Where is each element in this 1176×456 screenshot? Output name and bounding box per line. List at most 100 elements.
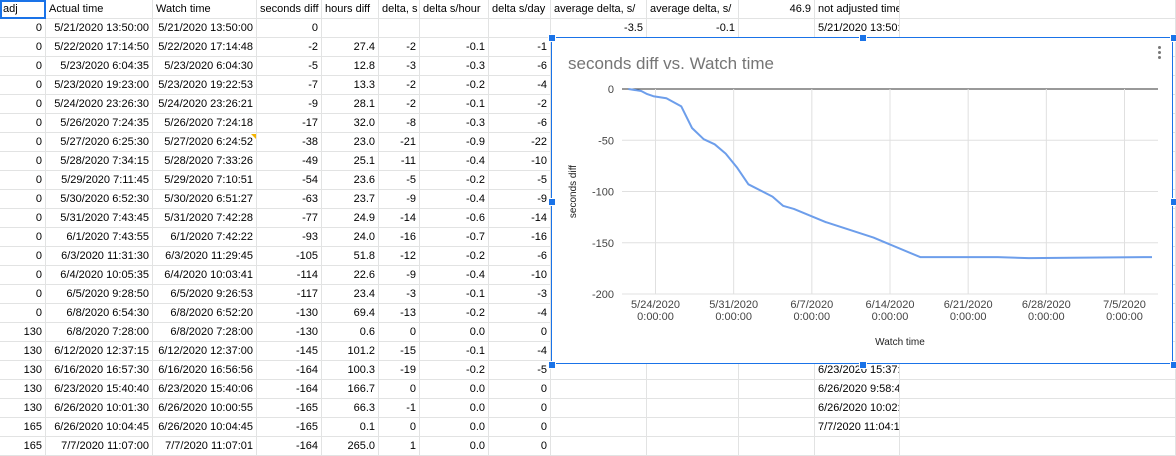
data-cell[interactable]: -21 — [379, 133, 420, 152]
data-cell[interactable]: 0 — [0, 209, 46, 228]
data-cell[interactable]: 0 — [0, 304, 46, 323]
data-cell[interactable]: -0.6 — [420, 209, 489, 228]
data-cell[interactable]: -0.1 — [420, 285, 489, 304]
data-cell[interactable]: 5/24/2020 23:26:30 — [46, 95, 153, 114]
not-adjusted-cell[interactable]: 7/7/2020 11:04:1 — [815, 418, 900, 437]
data-cell[interactable]: -17 — [257, 114, 322, 133]
data-cell[interactable]: 6/3/2020 11:31:30 — [46, 247, 153, 266]
data-cell[interactable]: 66.3 — [322, 399, 379, 418]
data-cell[interactable]: 5/28/2020 7:34:15 — [46, 152, 153, 171]
data-cell[interactable] — [489, 19, 551, 38]
data-cell[interactable]: -2 — [257, 38, 322, 57]
data-cell[interactable]: 27.4 — [322, 38, 379, 57]
data-cell[interactable]: -6 — [489, 57, 551, 76]
data-cell[interactable]: -0.4 — [420, 190, 489, 209]
empty-cell[interactable] — [739, 399, 815, 418]
header-cell[interactable]: adj — [0, 0, 46, 19]
data-cell[interactable]: -2 — [379, 95, 420, 114]
data-cell[interactable]: 6/23/2020 15:40:06 — [153, 380, 257, 399]
data-cell[interactable]: 0 — [0, 133, 46, 152]
empty-cell[interactable] — [647, 380, 739, 399]
data-cell[interactable]: 5/21/2020 13:50:00 — [153, 19, 257, 38]
header-cell[interactable]: Actual time — [46, 0, 153, 19]
data-cell[interactable]: 0 — [489, 323, 551, 342]
data-cell[interactable]: -164 — [257, 361, 322, 380]
data-cell[interactable]: 24.0 — [322, 228, 379, 247]
data-cell[interactable]: -93 — [257, 228, 322, 247]
resize-handle[interactable] — [1170, 197, 1176, 206]
data-cell[interactable]: 0 — [0, 152, 46, 171]
resize-handle[interactable] — [548, 361, 556, 369]
data-cell[interactable]: -0.7 — [420, 228, 489, 247]
data-cell[interactable]: -13 — [379, 304, 420, 323]
data-cell[interactable]: 5/30/2020 6:52:30 — [46, 190, 153, 209]
empty-cell[interactable] — [739, 418, 815, 437]
data-cell[interactable]: 12.8 — [322, 57, 379, 76]
header-cell[interactable]: average delta, s/ — [647, 0, 739, 19]
data-cell[interactable]: 0 — [0, 171, 46, 190]
data-cell[interactable]: -3 — [379, 57, 420, 76]
data-cell[interactable]: -9 — [257, 95, 322, 114]
data-cell[interactable]: 5/24/2020 23:26:21 — [153, 95, 257, 114]
data-cell[interactable]: 6/5/2020 9:28:50 — [46, 285, 153, 304]
resize-handle[interactable] — [1170, 34, 1176, 42]
header-cell[interactable]: seconds diff — [257, 0, 322, 19]
data-cell[interactable]: 0.0 — [420, 437, 489, 456]
data-cell[interactable]: 23.6 — [322, 171, 379, 190]
resize-handle[interactable] — [1170, 361, 1176, 369]
data-cell[interactable]: 130 — [0, 361, 46, 380]
data-cell[interactable]: 0 — [489, 437, 551, 456]
data-cell[interactable]: -3 — [489, 285, 551, 304]
data-cell[interactable]: 13.3 — [322, 76, 379, 95]
data-cell[interactable]: 6/8/2020 6:52:20 — [153, 304, 257, 323]
data-cell[interactable]: -22 — [489, 133, 551, 152]
data-cell[interactable]: -49 — [257, 152, 322, 171]
data-cell[interactable]: -14 — [489, 209, 551, 228]
data-cell[interactable]: -5 — [489, 171, 551, 190]
data-cell[interactable]: -165 — [257, 418, 322, 437]
data-cell[interactable]: 6/4/2020 10:05:35 — [46, 266, 153, 285]
data-cell[interactable]: -0.1 — [420, 342, 489, 361]
data-cell[interactable]: 0 — [0, 285, 46, 304]
data-cell[interactable]: 0.1 — [322, 418, 379, 437]
header-cell[interactable]: average delta, s/ — [551, 0, 647, 19]
data-cell[interactable]: 23.4 — [322, 285, 379, 304]
data-cell[interactable]: -7 — [257, 76, 322, 95]
header-cell[interactable]: hours diff — [322, 0, 379, 19]
data-cell[interactable]: -0.4 — [420, 152, 489, 171]
data-cell[interactable]: 0 — [0, 19, 46, 38]
data-cell[interactable]: -164 — [257, 437, 322, 456]
data-cell[interactable]: 0 — [489, 399, 551, 418]
data-cell[interactable]: -114 — [257, 266, 322, 285]
data-cell[interactable]: 25.1 — [322, 152, 379, 171]
empty-cell[interactable] — [647, 418, 739, 437]
data-cell[interactable]: 6/26/2020 10:00:55 — [153, 399, 257, 418]
data-cell[interactable]: 0 — [379, 380, 420, 399]
empty-cell[interactable] — [900, 19, 1176, 38]
empty-cell[interactable] — [551, 361, 647, 380]
data-cell[interactable]: 6/8/2020 7:28:00 — [46, 323, 153, 342]
line-chart[interactable]: seconds diff vs. Watch time 0 -50 -100 -150 -… — [548, 34, 1176, 369]
data-cell[interactable]: -130 — [257, 304, 322, 323]
empty-cell[interactable] — [739, 380, 815, 399]
data-cell[interactable]: 5/22/2020 17:14:48 — [153, 38, 257, 57]
average-value-cell[interactable]: -3.5 — [551, 19, 647, 38]
data-cell[interactable]: -3 — [379, 285, 420, 304]
data-cell[interactable]: 0 — [379, 418, 420, 437]
data-cell[interactable]: 6/8/2020 7:28:00 — [153, 323, 257, 342]
data-cell[interactable]: 5/27/2020 6:25:30 — [46, 133, 153, 152]
data-cell[interactable]: 6/5/2020 9:26:53 — [153, 285, 257, 304]
data-cell[interactable]: -0.1 — [420, 38, 489, 57]
data-cell[interactable]: 0 — [0, 247, 46, 266]
data-cell[interactable]: 6/8/2020 6:54:30 — [46, 304, 153, 323]
data-cell[interactable]: -0.1 — [420, 95, 489, 114]
data-cell[interactable] — [379, 19, 420, 38]
data-cell[interactable]: 5/26/2020 7:24:35 — [46, 114, 153, 133]
data-cell[interactable]: 0.6 — [322, 323, 379, 342]
data-cell[interactable]: -4 — [489, 342, 551, 361]
data-cell[interactable]: 5/23/2020 19:22:53 — [153, 76, 257, 95]
data-cell[interactable]: 6/26/2020 10:01:30 — [46, 399, 153, 418]
data-cell[interactable]: 0 — [0, 266, 46, 285]
data-cell[interactable]: -2 — [379, 76, 420, 95]
data-cell[interactable]: -0.2 — [420, 304, 489, 323]
